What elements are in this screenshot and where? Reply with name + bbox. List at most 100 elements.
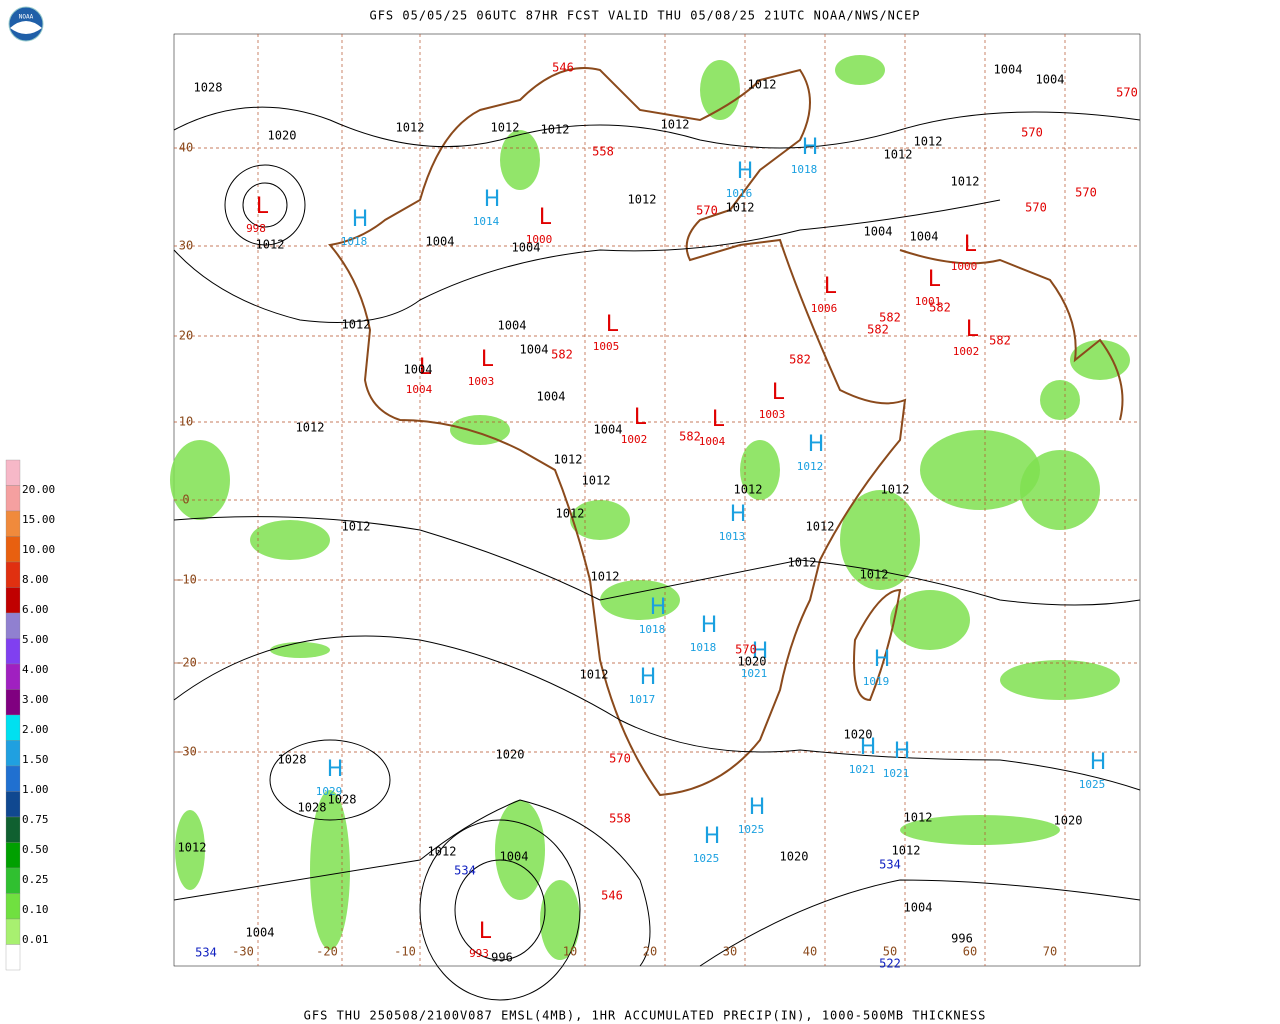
precip-area bbox=[250, 520, 330, 560]
precip-area bbox=[700, 60, 740, 120]
center-value: 1018 bbox=[341, 235, 368, 248]
center-value: 998 bbox=[246, 222, 266, 235]
precip-area bbox=[840, 490, 920, 590]
legend-label: 5.00 bbox=[22, 633, 49, 646]
center-symbol: H bbox=[352, 207, 369, 232]
thickness-label: 582 bbox=[867, 323, 889, 337]
center-value: 993 bbox=[469, 947, 489, 960]
isobar-label: 1012 bbox=[296, 421, 325, 435]
center-value: 1018 bbox=[639, 623, 666, 636]
legend-label: 6.00 bbox=[22, 603, 49, 616]
center-value: 1019 bbox=[863, 675, 890, 688]
legend-swatch bbox=[5, 740, 21, 767]
isobar-label: 1012 bbox=[661, 118, 690, 132]
lat-label: -10 bbox=[175, 573, 197, 587]
center-symbol: L bbox=[964, 232, 977, 257]
isobar-label: 1012 bbox=[554, 453, 583, 467]
thickness-label: 558 bbox=[592, 145, 614, 159]
legend-label: 1.00 bbox=[22, 783, 49, 796]
thickness-label: 582 bbox=[551, 348, 573, 362]
center-symbol: L bbox=[634, 405, 647, 430]
center-value: 1018 bbox=[690, 641, 717, 654]
legend-swatch bbox=[5, 638, 21, 665]
thickness-label: 582 bbox=[679, 430, 701, 444]
isobar-label: 1012 bbox=[892, 844, 921, 858]
precip-area bbox=[500, 130, 540, 190]
isobar-label: 1004 bbox=[246, 926, 275, 940]
precip-area bbox=[835, 55, 885, 85]
isobar-label: 1012 bbox=[428, 845, 457, 859]
isobar-label: 1012 bbox=[748, 78, 777, 92]
thickness-label: 534 bbox=[879, 858, 901, 872]
center-value: 1004 bbox=[699, 435, 726, 448]
isobar-label: 996 bbox=[491, 951, 513, 965]
center-value: 1021 bbox=[883, 767, 910, 780]
center-value: 1003 bbox=[468, 375, 495, 388]
legend-label: 15.00 bbox=[22, 513, 55, 526]
isobars bbox=[173, 106, 1141, 1001]
legend-label: 0.10 bbox=[22, 903, 49, 916]
coastlines bbox=[328, 67, 1124, 797]
thickness-label: 570 bbox=[1021, 126, 1043, 140]
precip-area bbox=[1040, 380, 1080, 420]
center-symbol: H bbox=[802, 135, 819, 160]
center-symbol: H bbox=[874, 647, 891, 672]
precip-area bbox=[270, 642, 330, 658]
isobar-label: 1004 bbox=[1036, 73, 1065, 87]
map-area bbox=[170, 33, 1141, 1001]
thickness-label: 546 bbox=[552, 61, 574, 75]
center-symbol: H bbox=[484, 187, 501, 212]
isobar-label: 1012 bbox=[256, 238, 285, 252]
lat-label: 40 bbox=[179, 141, 193, 155]
lon-label: -10 bbox=[394, 945, 416, 959]
legend-label: 0.25 bbox=[22, 873, 49, 886]
precip-area bbox=[175, 810, 205, 890]
center-symbol: L bbox=[928, 267, 941, 292]
lon-label: -30 bbox=[232, 945, 254, 959]
center-value: 1017 bbox=[629, 693, 656, 706]
center-symbol: L bbox=[772, 380, 785, 405]
center-value: 1004 bbox=[406, 383, 433, 396]
legend-label: 8.00 bbox=[22, 573, 49, 586]
precip-area bbox=[540, 880, 580, 960]
lat-label: 20 bbox=[179, 329, 193, 343]
isobar-label: 1020 bbox=[496, 748, 525, 762]
legend-swatch bbox=[5, 459, 21, 486]
isobar-label: 1028 bbox=[298, 801, 327, 815]
lon-label: 10 bbox=[563, 945, 577, 959]
legend-label: 0.75 bbox=[22, 813, 49, 826]
center-symbol: H bbox=[752, 639, 769, 664]
center-symbol: L bbox=[539, 205, 552, 230]
lon-label: 30 bbox=[723, 945, 737, 959]
isobar-label: 1012 bbox=[342, 520, 371, 534]
legend-swatch bbox=[5, 816, 21, 843]
isobar-label: 1012 bbox=[788, 556, 817, 570]
center-symbol: L bbox=[606, 312, 619, 337]
center-value: 1014 bbox=[473, 215, 500, 228]
center-symbol: H bbox=[737, 159, 754, 184]
thickness-label: 582 bbox=[879, 311, 901, 325]
legend-swatch bbox=[5, 893, 21, 920]
isobar-label: 1004 bbox=[520, 343, 549, 357]
legend-swatch bbox=[5, 561, 21, 588]
lon-label: 60 bbox=[963, 945, 977, 959]
center-value: 1025 bbox=[1079, 778, 1106, 791]
isobar-label: 1004 bbox=[594, 423, 623, 437]
lon-label: 70 bbox=[1043, 945, 1057, 959]
logo-text: NOAA bbox=[19, 14, 34, 21]
center-value: 1016 bbox=[726, 187, 753, 200]
isobar-label: 996 bbox=[951, 932, 973, 946]
asia-coast bbox=[899, 249, 1124, 421]
legend-swatch bbox=[5, 765, 21, 792]
madagascar bbox=[853, 588, 902, 702]
precip-area bbox=[900, 815, 1060, 845]
isobar-label: 1004 bbox=[426, 235, 455, 249]
center-value: 1013 bbox=[719, 530, 746, 543]
isobar-label: 1012 bbox=[342, 318, 371, 332]
isobar-label: 1012 bbox=[806, 520, 835, 534]
center-symbol: L bbox=[481, 347, 494, 372]
isobar-label: 1012 bbox=[396, 121, 425, 135]
isobar-label: 1012 bbox=[582, 474, 611, 488]
legend-swatch bbox=[5, 867, 21, 894]
center-symbol: H bbox=[640, 665, 657, 690]
